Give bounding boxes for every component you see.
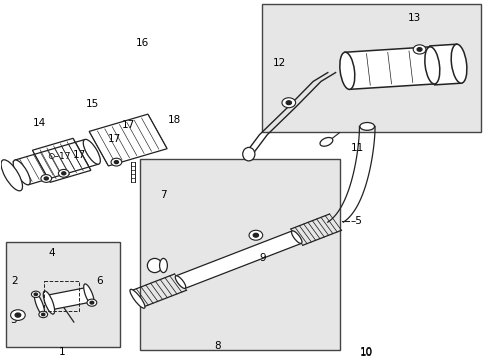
Ellipse shape [359, 122, 374, 130]
Text: 17: 17 [73, 150, 86, 160]
Text: 12: 12 [272, 58, 285, 68]
Circle shape [412, 45, 425, 54]
Circle shape [87, 299, 97, 306]
Text: 10: 10 [359, 348, 372, 357]
Circle shape [58, 170, 69, 177]
Ellipse shape [34, 293, 44, 316]
Bar [44, 281, 79, 311]
Polygon shape [46, 288, 91, 310]
Circle shape [416, 48, 421, 51]
Circle shape [285, 101, 291, 105]
Circle shape [282, 98, 295, 108]
Circle shape [253, 233, 258, 237]
Ellipse shape [319, 138, 332, 146]
Ellipse shape [450, 44, 466, 83]
Ellipse shape [291, 231, 302, 243]
Circle shape [114, 161, 118, 163]
Text: 3: 3 [10, 315, 17, 325]
Text: ⊙–17: ⊙–17 [47, 152, 70, 161]
Ellipse shape [83, 139, 100, 164]
Text: 6: 6 [96, 276, 102, 286]
Text: 13: 13 [407, 13, 420, 23]
Polygon shape [176, 231, 301, 288]
Circle shape [41, 313, 45, 316]
Ellipse shape [242, 147, 254, 161]
Circle shape [11, 310, 25, 320]
Ellipse shape [13, 160, 30, 185]
Text: 9: 9 [259, 253, 265, 263]
Ellipse shape [130, 289, 144, 308]
Text: 10: 10 [359, 347, 372, 356]
Circle shape [61, 172, 66, 175]
Text: 15: 15 [86, 99, 99, 109]
Ellipse shape [175, 276, 185, 288]
Ellipse shape [147, 258, 162, 273]
Ellipse shape [1, 160, 22, 191]
Text: –5: –5 [350, 216, 362, 226]
Text: 17: 17 [122, 120, 135, 130]
Ellipse shape [83, 284, 94, 306]
Polygon shape [345, 47, 434, 89]
Text: 8: 8 [214, 341, 221, 351]
Circle shape [15, 313, 20, 317]
Circle shape [111, 158, 122, 166]
Text: 7: 7 [160, 190, 166, 200]
Ellipse shape [43, 291, 55, 314]
Polygon shape [15, 139, 99, 185]
FancyBboxPatch shape [140, 158, 339, 350]
FancyBboxPatch shape [261, 4, 480, 132]
Text: 18: 18 [167, 114, 181, 125]
Text: 11: 11 [350, 143, 363, 153]
Circle shape [41, 175, 52, 183]
Polygon shape [429, 44, 460, 85]
Text: 14: 14 [32, 118, 45, 128]
Circle shape [44, 177, 48, 180]
Circle shape [39, 311, 47, 318]
Circle shape [34, 293, 38, 296]
Text: 2: 2 [11, 276, 18, 286]
Text: 16: 16 [135, 38, 148, 48]
Text: 1: 1 [59, 347, 66, 356]
Circle shape [90, 301, 94, 304]
FancyBboxPatch shape [5, 242, 120, 347]
Circle shape [31, 291, 40, 297]
Circle shape [248, 230, 262, 240]
Text: 17: 17 [108, 134, 121, 144]
Ellipse shape [339, 52, 354, 89]
Text: 4: 4 [48, 248, 55, 257]
Ellipse shape [159, 258, 167, 273]
Ellipse shape [424, 47, 439, 84]
